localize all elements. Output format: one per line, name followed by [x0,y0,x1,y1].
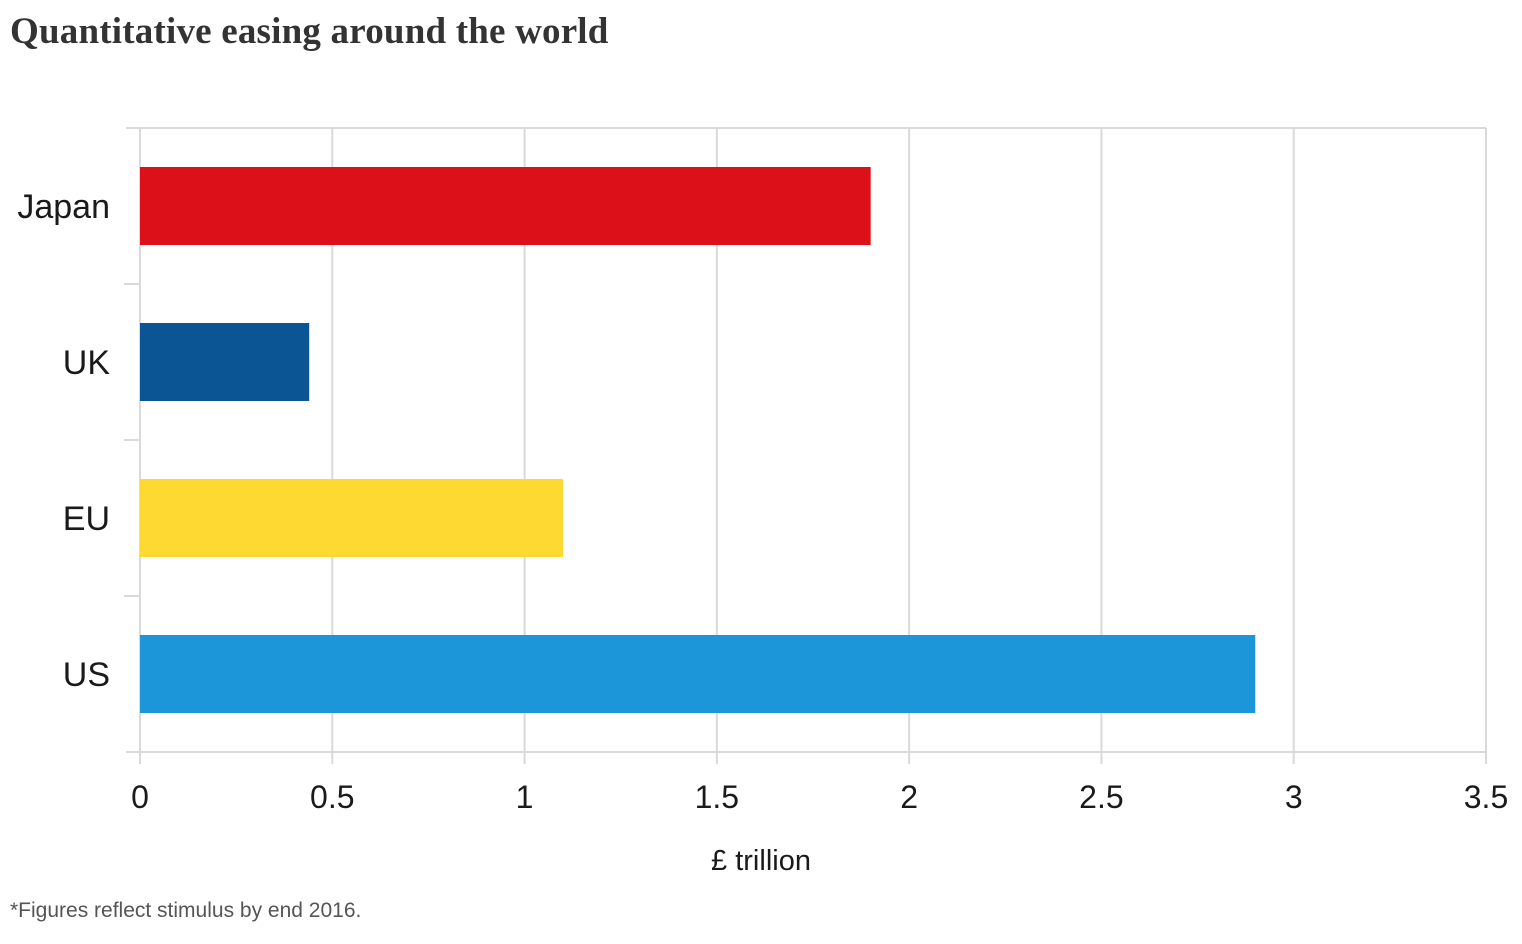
bars [140,167,1256,713]
x-tick-label: 3.5 [1464,779,1508,815]
bar-us [140,635,1256,713]
axes [124,127,1486,753]
category-labels: Japan UK EU US [17,188,110,694]
x-tick-label: 1.5 [695,779,739,815]
x-tick-labels: 0 0.5 1 1.5 2 2.5 3 3.5 [131,779,1508,815]
category-label: EU [63,500,110,538]
category-label: UK [63,344,111,382]
x-tick-label: 0.5 [310,779,354,815]
bar-eu [140,479,564,557]
category-label: Japan [17,188,110,226]
x-tick-label: 1 [516,779,534,815]
category-label: US [63,656,110,694]
x-tick-label: 2 [900,779,918,815]
x-tick-label: 3 [1285,779,1303,815]
chart-title: Quantitative easing around the world [10,11,609,52]
bar-japan [140,167,871,245]
x-tick-label: 0 [131,779,149,815]
x-axis-title: £ trillion [711,845,811,877]
x-tick-label: 2.5 [1079,779,1123,815]
bar-uk [140,323,310,401]
footnote: *Figures reflect stimulus by end 2016. [10,899,362,922]
